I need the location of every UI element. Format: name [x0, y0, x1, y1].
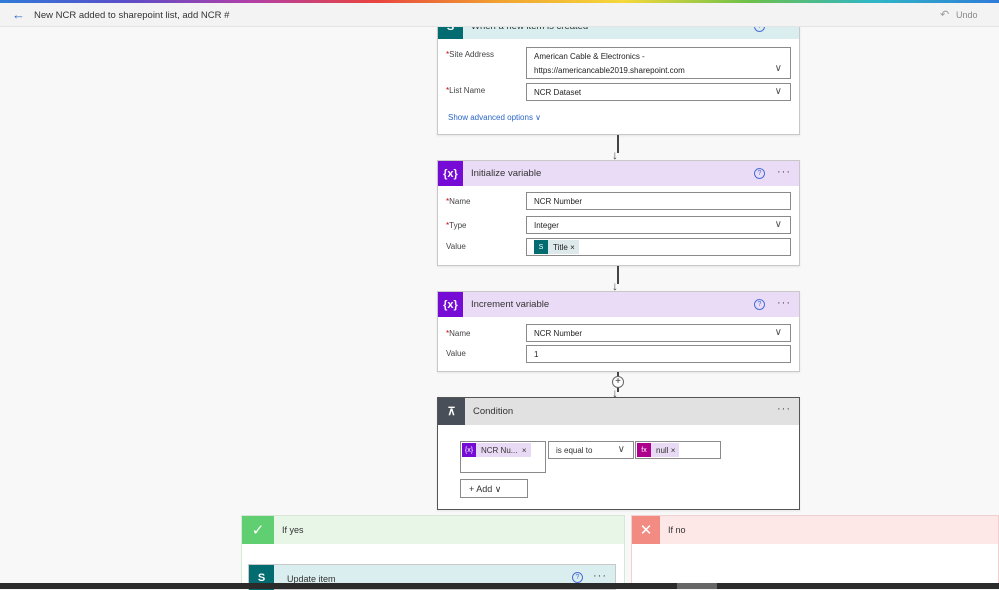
brand-stripe — [0, 0, 999, 3]
remove-token-icon[interactable]: × — [570, 242, 575, 252]
chevron-down-icon: ∨ — [774, 327, 782, 338]
condition-title: Condition — [473, 406, 514, 417]
condition-card[interactable]: ⊼ Condition ··· {x} NCR Nu... × is equal … — [437, 397, 800, 510]
type-dropdown[interactable]: Integer ∨ — [526, 216, 791, 234]
if-no-branch: ✕ If no — [631, 515, 999, 589]
condition-left-operand[interactable]: {x} NCR Nu... × — [460, 441, 546, 473]
check-icon: ✓ — [242, 516, 274, 544]
show-advanced-options-link[interactable]: Show advanced options ∨ — [448, 113, 542, 122]
variable-icon: {x} — [462, 443, 476, 457]
back-arrow-icon[interactable]: ← — [12, 7, 25, 22]
if-yes-branch: ✓ If yes S Update item ? ··· — [241, 515, 625, 590]
more-options-icon[interactable]: ··· — [777, 166, 791, 178]
list-name-dropdown[interactable]: NCR Dataset ∨ — [526, 83, 791, 101]
chevron-down-icon: ∨ — [617, 444, 625, 455]
connector — [617, 135, 619, 153]
site-address-label: *Site Address — [446, 50, 495, 59]
help-icon[interactable]: ? — [572, 572, 583, 583]
condition-header[interactable]: ⊼ Condition ··· — [438, 398, 799, 425]
add-button[interactable]: + Add ∨ — [460, 479, 528, 498]
type-label: *Type — [446, 221, 467, 230]
increment-variable-card[interactable]: {x} Increment variable ? ··· *Name NCR N… — [437, 291, 800, 372]
if-no-label: If no — [668, 525, 686, 535]
variable-icon: {x} — [438, 292, 463, 317]
name-input[interactable]: NCR Number — [526, 192, 791, 210]
arrow-down-icon: ↓ — [612, 386, 618, 400]
chevron-down-icon: ∨ — [774, 63, 782, 74]
operator-dropdown[interactable]: is equal to ∨ — [548, 441, 634, 459]
init-header[interactable]: {x} Initialize variable ? ··· — [438, 161, 799, 186]
undo-button[interactable]: Undo — [956, 10, 978, 20]
remove-token-icon[interactable]: × — [670, 445, 676, 455]
help-icon[interactable]: ? — [754, 299, 765, 310]
name-label: *Name — [446, 197, 471, 206]
increment-title: Increment variable — [471, 299, 550, 310]
trigger-card[interactable]: S When a new item is created ? ··· *Site… — [437, 13, 800, 135]
more-options-icon[interactable]: ··· — [777, 297, 791, 309]
list-name-label: *List Name — [446, 86, 486, 95]
value-input[interactable]: S Title × — [526, 238, 791, 256]
remove-token-icon[interactable]: × — [521, 445, 527, 455]
name-dropdown[interactable]: NCR Number ∨ — [526, 324, 791, 342]
value-input[interactable]: 1 — [526, 345, 791, 363]
help-icon[interactable]: ? — [754, 168, 765, 179]
if-yes-header: ✓ If yes — [242, 516, 624, 544]
horizontal-scrollbar[interactable] — [0, 583, 999, 589]
init-title: Initialize variable — [471, 168, 542, 179]
site-address-dropdown[interactable]: American Cable & Electronics - https://am… — [526, 47, 791, 79]
name-label: *Name — [446, 329, 471, 338]
initialize-variable-card[interactable]: {x} Initialize variable ? ··· *Name NCR … — [437, 160, 800, 266]
expression-token[interactable]: fx null × — [637, 443, 680, 457]
condition-icon: ⊼ — [438, 398, 465, 425]
condition-right-operand[interactable]: fx null × — [635, 441, 721, 459]
update-item-title: Update item — [287, 574, 336, 584]
arrow-down-icon: ↓ — [612, 279, 618, 293]
value-label: Value — [446, 242, 466, 251]
close-icon: ✕ — [632, 516, 660, 544]
undo-icon[interactable]: ↶ — [940, 9, 950, 21]
top-bar: ← New NCR added to sharepoint list, add … — [0, 3, 999, 27]
connector — [617, 266, 619, 284]
if-no-header: ✕ If no — [632, 516, 998, 544]
value-label: Value — [446, 349, 466, 358]
chevron-down-icon: ∨ — [774, 86, 782, 97]
scrollbar-thumb[interactable] — [677, 583, 717, 589]
arrow-down-icon: ↓ — [612, 148, 618, 162]
more-options-icon[interactable]: ··· — [593, 570, 607, 582]
fx-icon: fx — [637, 443, 651, 457]
more-options-icon[interactable]: ··· — [777, 403, 791, 415]
chevron-down-icon: ∨ — [774, 219, 782, 230]
sharepoint-icon: S — [534, 240, 548, 254]
increment-header[interactable]: {x} Increment variable ? ··· — [438, 292, 799, 317]
title-token[interactable]: S Title × — [534, 240, 579, 254]
insert-step-button[interactable]: + — [612, 376, 624, 388]
flow-title: New NCR added to sharepoint list, add NC… — [34, 10, 230, 21]
variable-token[interactable]: {x} NCR Nu... × — [462, 443, 531, 457]
variable-icon: {x} — [438, 161, 463, 186]
if-yes-label: If yes — [282, 525, 304, 535]
